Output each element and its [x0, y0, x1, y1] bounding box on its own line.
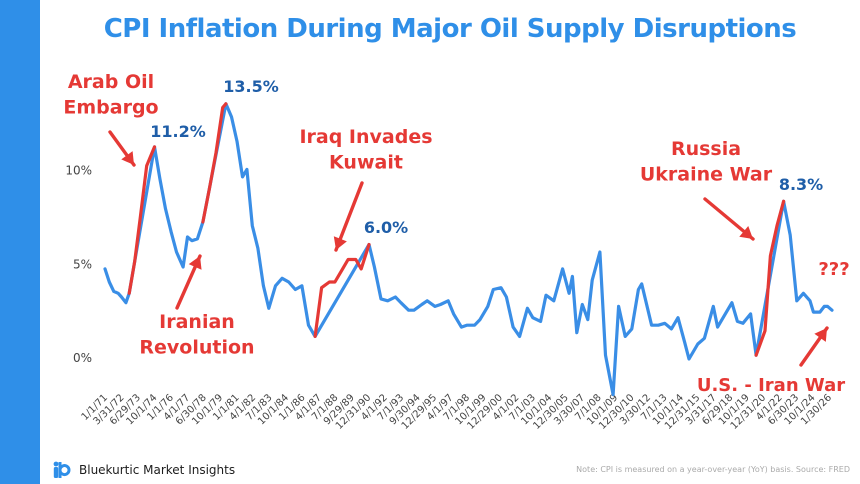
- cpi-line-red-segment: [201, 102, 228, 224]
- left-accent-bar: [0, 0, 40, 484]
- brand-name: Bluekurtic Market Insights: [79, 463, 236, 477]
- annotation-arrowhead: [814, 328, 827, 342]
- source-footnote: Note: CPI is measured on a year-over-yea…: [576, 465, 850, 474]
- y-tick-label: 5%: [73, 257, 92, 271]
- chart-annotation: 8.3%: [779, 175, 823, 194]
- chart-annotation: Iraq Invades Kuwait: [299, 126, 432, 174]
- chart-annotation: Russia Ukraine War: [640, 138, 773, 186]
- chart-annotation: Iranian Revolution: [139, 311, 254, 359]
- cpi-line-red-segment: [754, 199, 786, 357]
- chart-title: CPI Inflation During Major Oil Supply Di…: [103, 14, 797, 44]
- bi-logo-icon: [53, 461, 71, 478]
- annotation-arrowhead: [739, 225, 753, 239]
- brand: Bluekurtic Market Insights: [52, 460, 235, 480]
- chart-annotation: U.S. - Iran War: [697, 375, 845, 396]
- chart-annotation: 11.2%: [150, 122, 206, 141]
- chart-annotation: 13.5%: [223, 77, 279, 96]
- cpi-line-red-segment: [127, 145, 157, 295]
- cpi-line-red-segment: [313, 242, 371, 338]
- y-tick-label: 10%: [65, 163, 92, 177]
- annotation-arrowhead: [188, 256, 202, 270]
- chart-annotation: 6.0%: [364, 218, 408, 237]
- y-tick-label: 0%: [73, 351, 92, 365]
- annotation-arrowhead: [121, 151, 134, 165]
- annotation-arrowhead: [333, 236, 347, 250]
- chart-annotation: ???: [818, 259, 849, 280]
- chart-annotation: Arab Oil Embargo: [63, 71, 158, 119]
